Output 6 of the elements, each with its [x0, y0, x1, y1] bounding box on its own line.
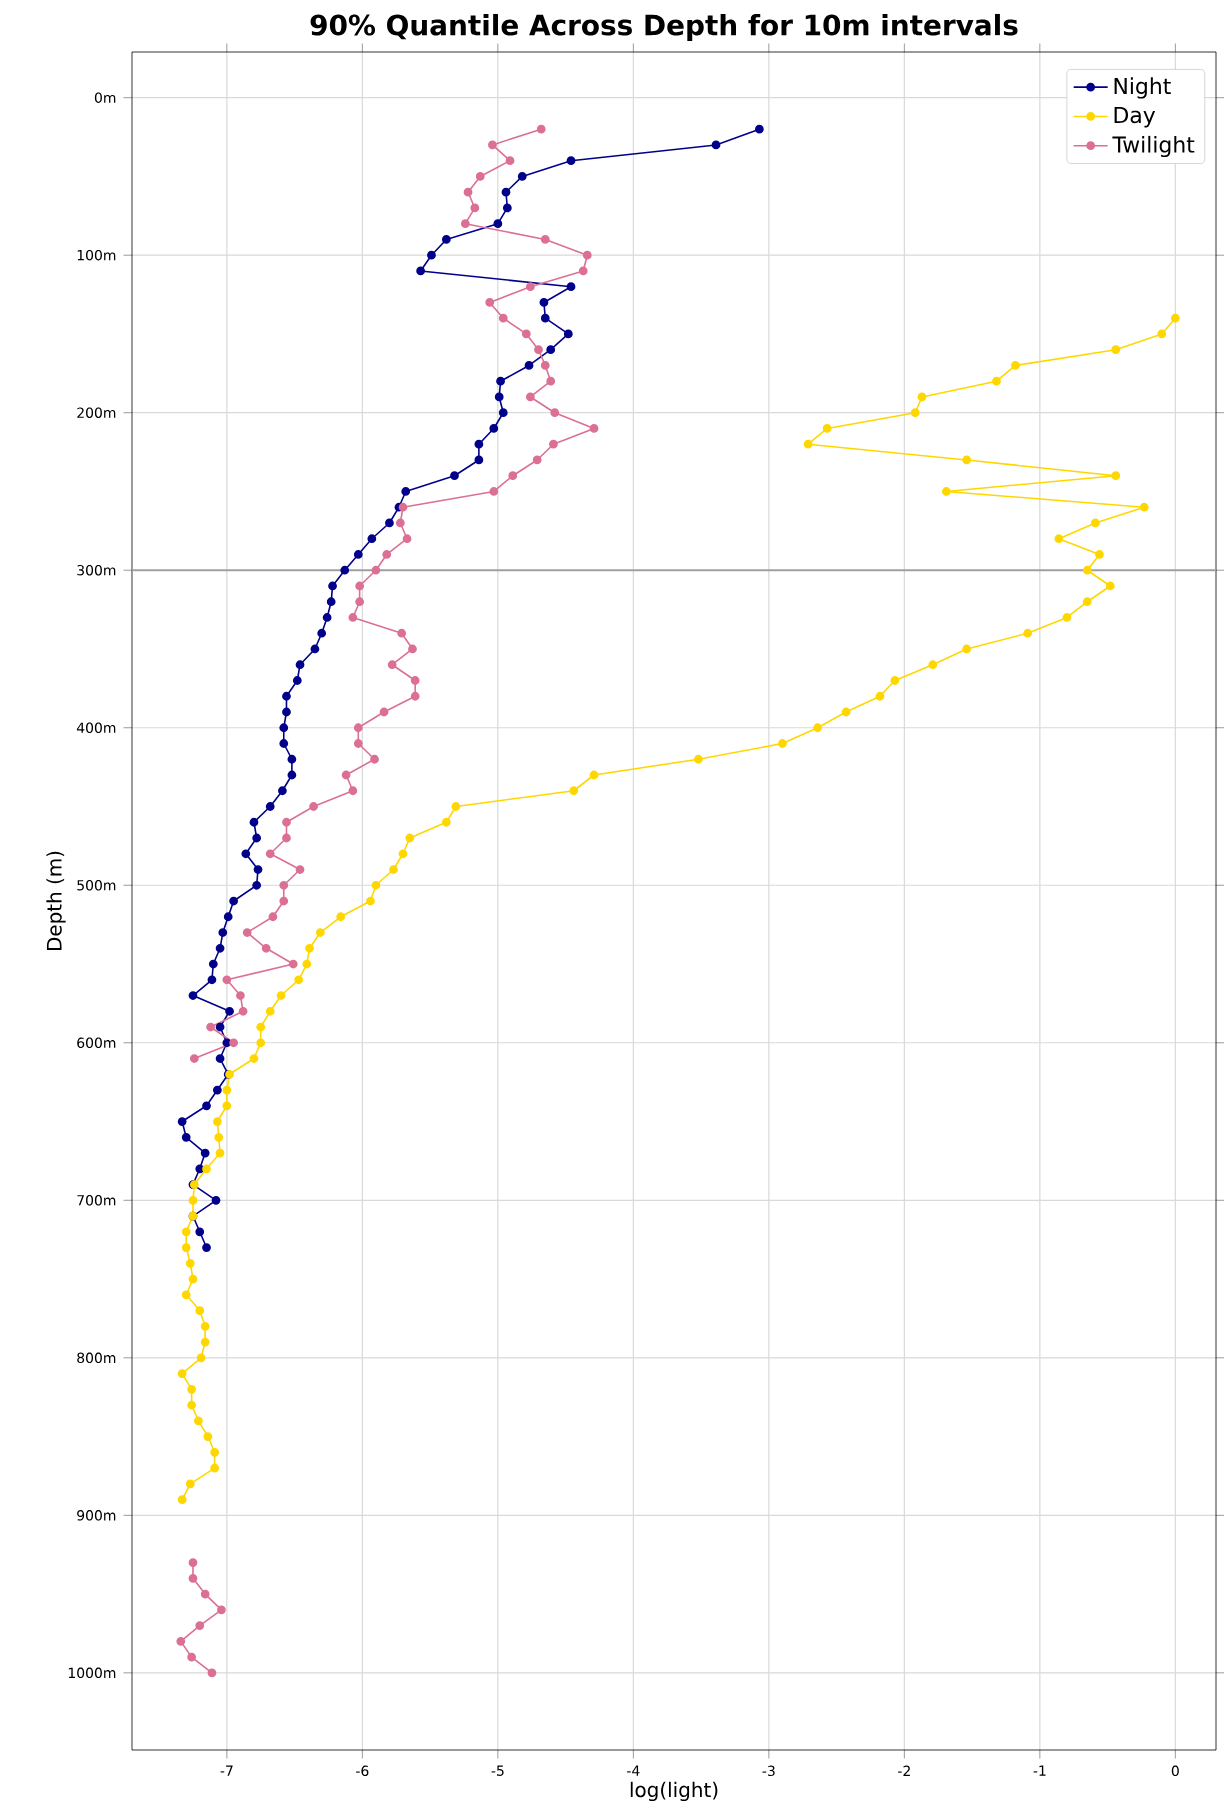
legend-label: Twilight: [1112, 135, 1194, 158]
legend-label: Day: [1114, 106, 1155, 128]
y-axis-title: Depth (m): [46, 851, 66, 951]
x-axis-title: log(light): [630, 1781, 718, 1802]
legend-label: Night: [1114, 77, 1171, 99]
chart-title: 90% Quantile Across Depth for 10m intervals: [310, 13, 1018, 41]
